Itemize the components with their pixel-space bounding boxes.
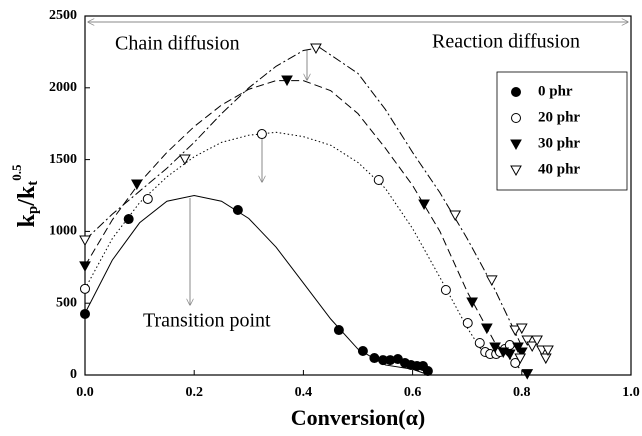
x-tick-label: 0.8: [513, 385, 531, 400]
marker: [542, 345, 554, 357]
marker: [515, 347, 528, 359]
marker: [462, 318, 473, 329]
marker: [80, 308, 90, 319]
marker: [123, 214, 134, 225]
marker: [521, 369, 534, 380]
x-axis-label: Conversion(α): [291, 405, 426, 430]
x-tick-label: 0.6: [404, 385, 422, 400]
marker: [179, 154, 191, 166]
marker: [369, 353, 380, 364]
marker: [131, 179, 143, 191]
marker: [79, 235, 91, 247]
x-tick-label: 1.0: [622, 385, 640, 400]
marker: [481, 323, 493, 335]
x-tick-label: 0.0: [76, 385, 94, 400]
marker: [509, 325, 522, 337]
marker: [418, 199, 430, 211]
annotation: Chain diffusion: [115, 33, 240, 55]
x-tick-label: 0.4: [295, 385, 313, 400]
marker: [514, 353, 527, 365]
fit-line: [84, 80, 528, 376]
marker: [142, 193, 153, 204]
marker: [485, 275, 498, 286]
marker: [333, 325, 344, 336]
y-tick-label: 1500: [49, 152, 77, 167]
marker: [521, 335, 534, 346]
marker: [310, 43, 322, 55]
marker: [526, 341, 539, 353]
y-tick-label: 0: [70, 367, 77, 382]
marker: [80, 283, 90, 294]
marker: [515, 323, 528, 335]
legend-marker: [511, 113, 521, 123]
legend-label: 0 phr: [538, 83, 573, 99]
marker: [232, 205, 243, 216]
marker: [281, 75, 293, 87]
x-tick-label: 0.2: [185, 385, 203, 400]
legend-label: 40 phr: [538, 161, 580, 177]
legend-marker: [510, 139, 522, 151]
fit-line: [84, 194, 430, 376]
legend-marker: [510, 165, 522, 177]
annotation: Transition point: [143, 310, 271, 332]
marker: [373, 174, 384, 185]
legend-marker: [511, 87, 521, 97]
marker: [256, 129, 267, 140]
legend-label: 30 phr: [538, 135, 580, 151]
marker: [449, 210, 462, 222]
plot-frame: [84, 15, 632, 376]
legend-label: 20 phr: [538, 109, 580, 125]
fit-line: [84, 131, 485, 354]
y-tick-label: 1000: [49, 224, 77, 239]
y-tick-label: 500: [56, 295, 77, 310]
marker: [466, 297, 478, 309]
annotation: Reaction diffusion: [432, 31, 580, 53]
marker: [474, 337, 485, 348]
marker: [512, 342, 524, 354]
marker: [489, 342, 501, 354]
y-axis-label: kp/kt0.5: [9, 164, 41, 227]
marker: [79, 261, 91, 272]
marker: [422, 365, 433, 376]
marker: [531, 335, 543, 346]
marker: [503, 349, 516, 361]
fit-line: [84, 47, 523, 347]
marker: [539, 353, 552, 365]
marker: [357, 346, 368, 357]
y-tick-label: 2000: [49, 80, 77, 95]
marker: [440, 284, 451, 295]
y-tick-label: 2500: [49, 8, 77, 23]
